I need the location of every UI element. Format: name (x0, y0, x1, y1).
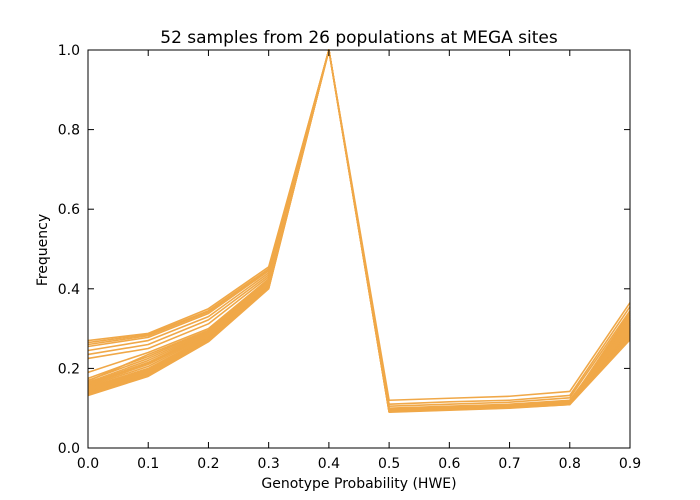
plot-frame (87, 49, 631, 449)
x-tick-label: 0.0 (77, 456, 99, 472)
series-layer (87, 49, 631, 413)
x-tick-label: 0.3 (258, 456, 280, 472)
x-tick-label: 0.2 (197, 456, 219, 472)
y-tick-label: 0.6 (58, 202, 80, 218)
chart-title: 52 samples from 26 populations at MEGA s… (160, 28, 558, 48)
y-tick-label: 0.0 (58, 441, 80, 457)
x-axis: 0.0 0.1 0.2 0.3 0.4 0.5 0.6 0.7 0.8 0.9 (77, 50, 641, 472)
y-tick-label: 1.0 (58, 43, 80, 59)
x-tick-label: 0.5 (378, 456, 400, 472)
y-tick-label: 0.4 (58, 282, 80, 298)
x-tick-label: 0.1 (137, 456, 159, 472)
x-tick-label: 0.4 (318, 456, 340, 472)
x-tick-label: 0.7 (498, 456, 520, 472)
x-tick-label: 0.6 (438, 456, 460, 472)
y-axis-label: Frequency (35, 214, 51, 286)
y-axis: 0.0 0.2 0.4 0.6 0.8 1.0 (58, 43, 630, 457)
series-line-26 (87, 49, 631, 411)
x-tick-label: 0.8 (559, 456, 581, 472)
x-tick-label: 0.9 (619, 456, 641, 472)
x-axis-label: Genotype Probability (HWE) (261, 476, 456, 492)
y-tick-label: 0.2 (58, 361, 80, 377)
y-tick-label: 0.8 (58, 123, 80, 139)
